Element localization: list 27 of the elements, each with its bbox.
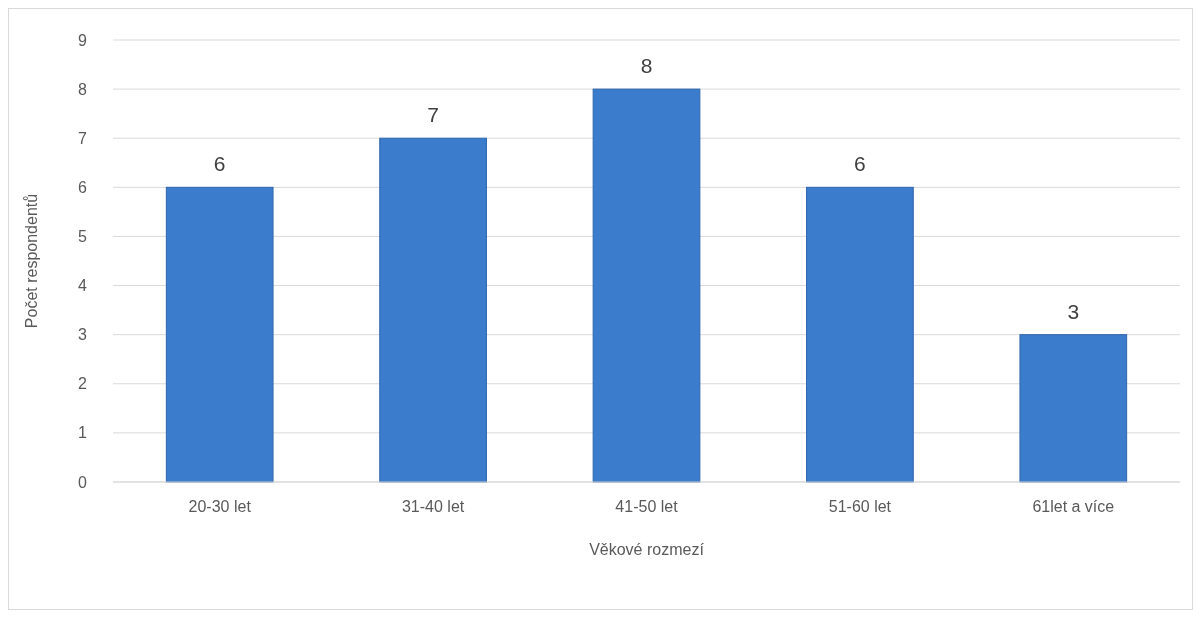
bar [806,186,914,483]
data-label: 6 [213,152,226,176]
y-tick-label: 0 [78,473,88,491]
x-tick-label: 61let a více [1032,498,1115,515]
y-axis-title: Počet respondentů [23,193,40,329]
bar [165,186,274,483]
bar [1019,334,1128,483]
data-label: 3 [1067,299,1080,323]
y-tick-label: 4 [78,277,88,295]
x-tick-label: 20-30 let [188,498,252,515]
y-tick-label: 6 [78,178,88,196]
x-tick-label: 41-50 let [615,498,679,515]
y-tick-label: 8 [78,80,88,98]
x-tick-label: 51-60 let [828,498,892,515]
data-label: 7 [427,103,439,127]
bar [592,88,701,483]
data-label: 6 [854,152,866,176]
x-axis-title: Věkové rozmezí [589,541,705,558]
y-tick-label: 9 [78,31,88,49]
y-tick-label: 7 [78,129,88,147]
y-tick-label: 1 [78,424,88,442]
data-label: 8 [640,54,653,78]
y-tick-label: 2 [78,375,88,393]
x-tick-label: 31-40 let [401,498,465,515]
y-tick-label: 5 [78,228,88,246]
bar [379,137,487,483]
y-tick-label: 3 [78,326,88,344]
